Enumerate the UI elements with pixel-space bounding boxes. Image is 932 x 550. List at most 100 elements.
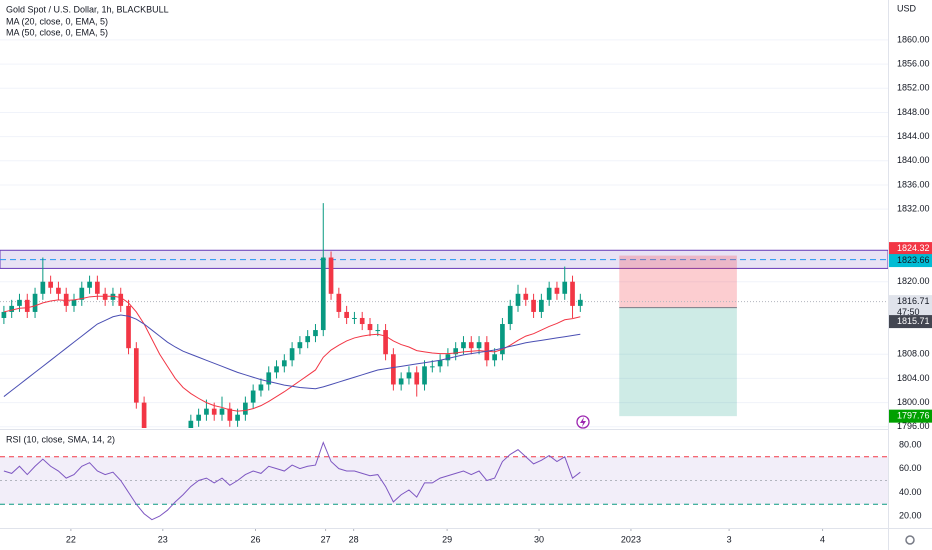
candle-body — [562, 281, 568, 294]
last-price-label-countdown: 47:50 — [897, 307, 920, 317]
candle-body — [32, 293, 38, 312]
candle-body — [531, 299, 536, 312]
candle-body — [554, 287, 560, 294]
event-icon-bolt — [580, 417, 586, 427]
x-tick-label: 4 — [820, 534, 825, 544]
rsi-tick-label: 80.00 — [899, 439, 922, 449]
candle-body — [281, 360, 287, 367]
candle-body — [546, 287, 552, 300]
x-tick-label: 22 — [66, 534, 76, 544]
y-tick-label: 1856.00 — [897, 58, 930, 68]
candle-body — [320, 257, 326, 331]
indicator-legend: MA (20, close, 0, EMA, 5) — [6, 16, 108, 26]
x-tick-label: 26 — [250, 534, 260, 544]
candle-body — [133, 348, 139, 403]
y-tick-label: 1844.00 — [897, 131, 930, 141]
candle-body — [336, 293, 342, 312]
chart-title: Gold Spot / U.S. Dollar, 1h, BLACKBULL — [6, 4, 169, 14]
candle-body — [243, 402, 248, 415]
candle-body — [219, 408, 225, 415]
settings-icon[interactable] — [905, 535, 915, 545]
x-tick-label: 3 — [727, 534, 732, 544]
candle-body — [110, 293, 116, 300]
candle-body — [476, 342, 482, 349]
event-icon[interactable] — [576, 415, 590, 429]
candle-body — [118, 293, 124, 306]
candle-body — [204, 408, 209, 415]
candle-body — [328, 257, 334, 294]
candle-body — [453, 348, 459, 355]
y-tick-label: 1804.00 — [897, 373, 930, 383]
zone-label-box — [889, 254, 932, 268]
y-tick-label: 1832.00 — [897, 204, 930, 214]
rsi-tick-label: 20.00 — [899, 511, 922, 521]
last-price-label: 1816.71 — [897, 296, 930, 306]
candle-body — [79, 287, 85, 300]
candle-body — [297, 342, 303, 349]
candle-body — [352, 317, 357, 319]
candle-body — [359, 317, 365, 325]
candle-body — [1, 311, 7, 318]
candle-body — [56, 287, 61, 294]
target-area — [619, 307, 737, 417]
zone-label: 1823.66 — [897, 255, 930, 265]
y-tick-label: 1800.00 — [897, 397, 930, 407]
stop-label-box — [889, 242, 932, 256]
candle-body — [500, 324, 505, 355]
candle-body — [9, 305, 15, 312]
candle-body — [126, 305, 131, 349]
candle-body — [211, 408, 217, 415]
candle-body — [515, 293, 521, 306]
stop-area — [619, 255, 737, 308]
rsi-line — [3, 441, 581, 521]
candle-body — [305, 336, 311, 343]
candle-body — [429, 366, 435, 368]
y-tick-label: 1820.00 — [897, 276, 930, 286]
candle-body — [344, 311, 349, 318]
target-label: 1797.76 — [897, 411, 930, 421]
candle-body — [414, 372, 420, 385]
candle-body — [570, 281, 575, 306]
y-tick-label: 1836.00 — [897, 179, 930, 189]
currency: USD — [897, 3, 917, 13]
rsi-band — [0, 456, 888, 505]
candle-body — [188, 420, 194, 428]
candle-body — [539, 299, 544, 312]
candle-body — [375, 330, 381, 332]
x-tick-label: 23 — [158, 534, 168, 544]
candle-body — [445, 354, 451, 361]
candle-body — [250, 390, 256, 403]
candle-body — [40, 281, 46, 294]
candle-body — [289, 348, 295, 361]
candle-body — [507, 305, 513, 325]
candle-body — [63, 293, 69, 306]
y-tick-label: 1860.00 — [897, 34, 930, 44]
y-tick-label: 1852.00 — [897, 83, 930, 93]
price-pane — [0, 39, 888, 428]
candle-body — [24, 299, 30, 312]
x-tick-label: 28 — [349, 534, 359, 544]
candle-body — [406, 372, 412, 379]
target-label-box — [889, 409, 932, 423]
candle-body — [391, 354, 396, 385]
candle-body — [87, 281, 92, 288]
axes: 1796.00 1800.00 1804.00 1808.00 1820.00 1832.… — [66, 34, 932, 544]
x-tick-label: 27 — [321, 534, 331, 544]
candle-body — [227, 408, 233, 421]
y-tick-label: 1840.00 — [897, 155, 930, 165]
candle-body — [102, 293, 108, 300]
candle-body — [492, 354, 497, 361]
x-tick-label: 2023 — [621, 534, 641, 544]
candle-body — [313, 330, 318, 337]
candle-body — [523, 293, 529, 300]
rsi-pane — [0, 441, 888, 521]
candle-body — [141, 402, 147, 428]
candle-body — [274, 366, 279, 373]
candle-body — [461, 342, 466, 349]
y-tick-label: 1796.00 — [897, 421, 930, 431]
rsi-title: RSI (10, close, SMA, 14, 2) — [6, 434, 115, 444]
candle-body — [196, 414, 201, 421]
x-tick-label: 30 — [534, 534, 544, 544]
